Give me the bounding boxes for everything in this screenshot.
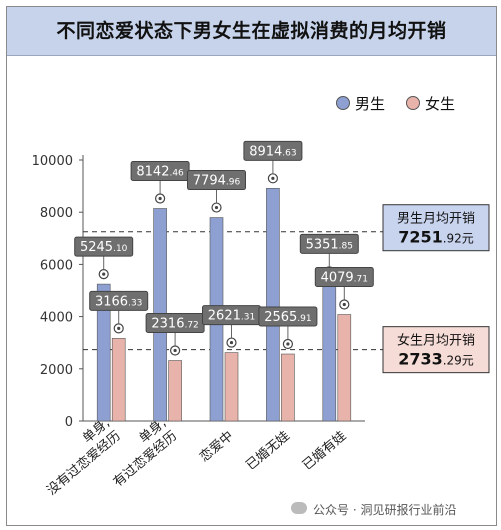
female-bar: [281, 353, 295, 422]
average-box-female: [382, 326, 490, 374]
data-marker-dot: [117, 326, 121, 330]
data-label-box: [243, 140, 303, 161]
x-tick-label: 单身,没有过恋爱经历: [44, 415, 124, 499]
x-tick-label: 已婚无娃: [243, 429, 292, 474]
data-label: 2316.72: [151, 317, 198, 332]
chart-frame: 不同恋爱状态下男女生在虚拟消费的月均开销 0 2000 4000 6000 8000 10…: [6, 6, 497, 526]
female-bar: [224, 352, 239, 422]
watermark: 公众号 · 洞见研报行业前沿: [313, 503, 457, 517]
data-marker-dot: [286, 342, 290, 346]
data-marker-dot: [102, 272, 106, 276]
x-tick-label-line: 恋爱中: [196, 428, 236, 465]
x-tick-label: 已婚有娃: [300, 429, 349, 474]
legend-swatch-female: [406, 96, 420, 110]
data-label-box: [258, 306, 318, 327]
average-box-value: 2733.29元: [398, 350, 474, 369]
female-bar: [111, 338, 126, 422]
data-label: 5351.85: [306, 237, 353, 252]
average-box-male: [382, 204, 490, 252]
x-tick-label: 恋爱中: [196, 428, 236, 465]
y-tick-label: 2000: [40, 363, 73, 378]
data-marker-dot: [158, 196, 162, 201]
data-label: 8914.63: [249, 144, 296, 159]
female-bar: [337, 314, 352, 422]
data-label: 2621.31: [208, 309, 255, 324]
data-marker-dot: [342, 302, 346, 307]
data-label: 7794.96: [193, 174, 241, 189]
data-label: 8142.46: [136, 164, 184, 179]
data-marker-dot: [173, 348, 177, 353]
average-box-title: 男生月均开销: [397, 212, 475, 227]
y-tick-label: 6000: [40, 258, 73, 273]
female-bar: [168, 360, 182, 422]
data-label-box: [187, 170, 246, 191]
data-marker-dot: [271, 176, 275, 180]
y-tick-label: 4000: [40, 311, 73, 326]
chart-title: 不同恋爱状态下男女生在虚拟消费的月均开销: [56, 20, 447, 42]
data-label-box: [89, 290, 149, 311]
y-tick-label: 0: [65, 415, 73, 430]
data-label-box: [299, 233, 359, 254]
data-label-box: [314, 267, 374, 288]
title-bar: 不同恋爱状态下男女生在虚拟消费的月均开销: [7, 7, 496, 56]
y-tick-label: 10000: [32, 154, 73, 169]
male-bar: [96, 283, 111, 422]
data-label: 4079.71: [321, 271, 368, 286]
legend-label: 男生: [355, 95, 385, 113]
data-label-box: [74, 236, 134, 257]
data-label: 3166.33: [95, 294, 142, 309]
legend-label: 女生: [425, 95, 455, 113]
chart-svg: 0 2000 4000 6000 8000 10000 5245.10 8142.46 7794…: [32, 95, 490, 499]
x-tick-label-line: 已婚无娃: [243, 429, 292, 474]
x-tick-label-line: 已婚有娃: [300, 429, 349, 474]
average-box-value: 7251.92元: [398, 228, 474, 247]
male-bar: [266, 188, 280, 422]
male-bar: [322, 281, 337, 422]
wechat-icon: [291, 502, 307, 514]
data-label: 2565.91: [264, 310, 311, 325]
data-marker-dot: [229, 340, 234, 345]
legend-swatch-male: [336, 96, 350, 110]
data-marker-dot: [214, 205, 219, 210]
y-tick-label: 8000: [40, 206, 73, 221]
data-label: 5245.10: [80, 240, 128, 255]
average-box-title: 女生月均开销: [397, 333, 475, 349]
